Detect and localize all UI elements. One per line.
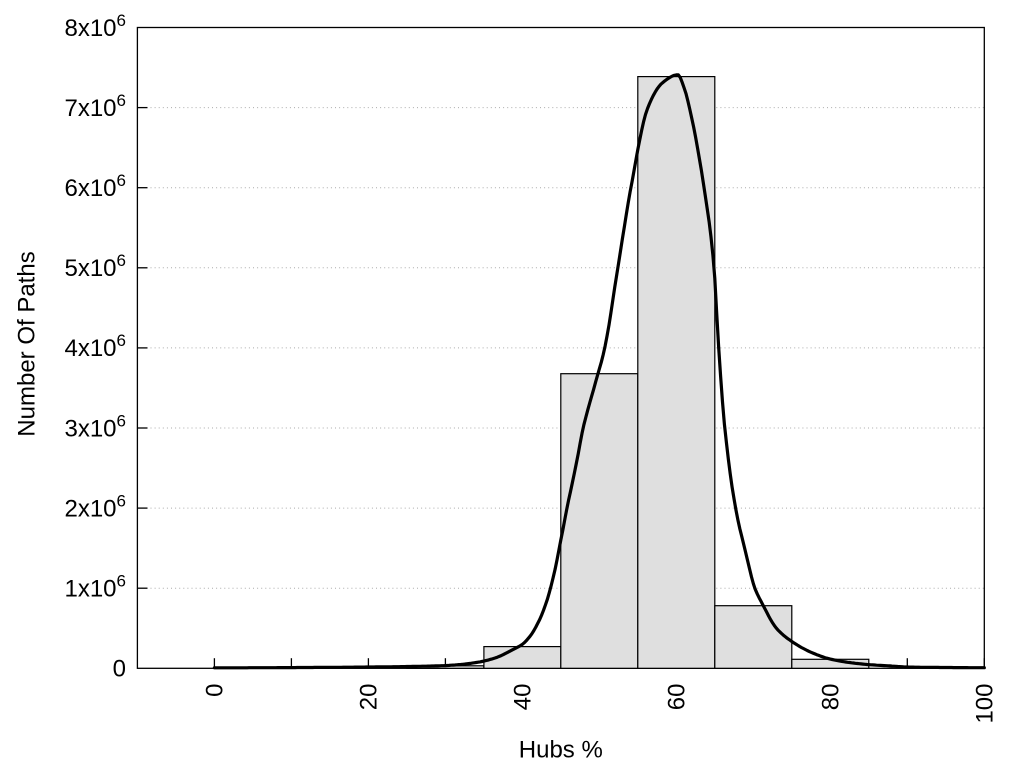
svg-text:1x106: 1x106 (64, 572, 126, 603)
svg-text:Number Of Paths: Number Of Paths (14, 251, 41, 436)
svg-text:0: 0 (113, 656, 126, 683)
svg-text:0: 0 (202, 684, 229, 697)
svg-text:20: 20 (356, 684, 383, 711)
svg-text:6x106: 6x106 (64, 171, 126, 202)
svg-text:7x106: 7x106 (64, 91, 126, 122)
svg-text:4x106: 4x106 (64, 331, 126, 362)
svg-text:60: 60 (664, 684, 691, 711)
svg-text:80: 80 (818, 684, 845, 711)
svg-text:8x106: 8x106 (64, 11, 126, 42)
svg-text:5x106: 5x106 (64, 251, 126, 282)
svg-text:100: 100 (972, 684, 999, 724)
svg-text:40: 40 (510, 684, 537, 711)
svg-text:2x106: 2x106 (64, 491, 126, 522)
svg-text:3x106: 3x106 (64, 411, 126, 442)
svg-text:Hubs %: Hubs % (519, 736, 603, 763)
